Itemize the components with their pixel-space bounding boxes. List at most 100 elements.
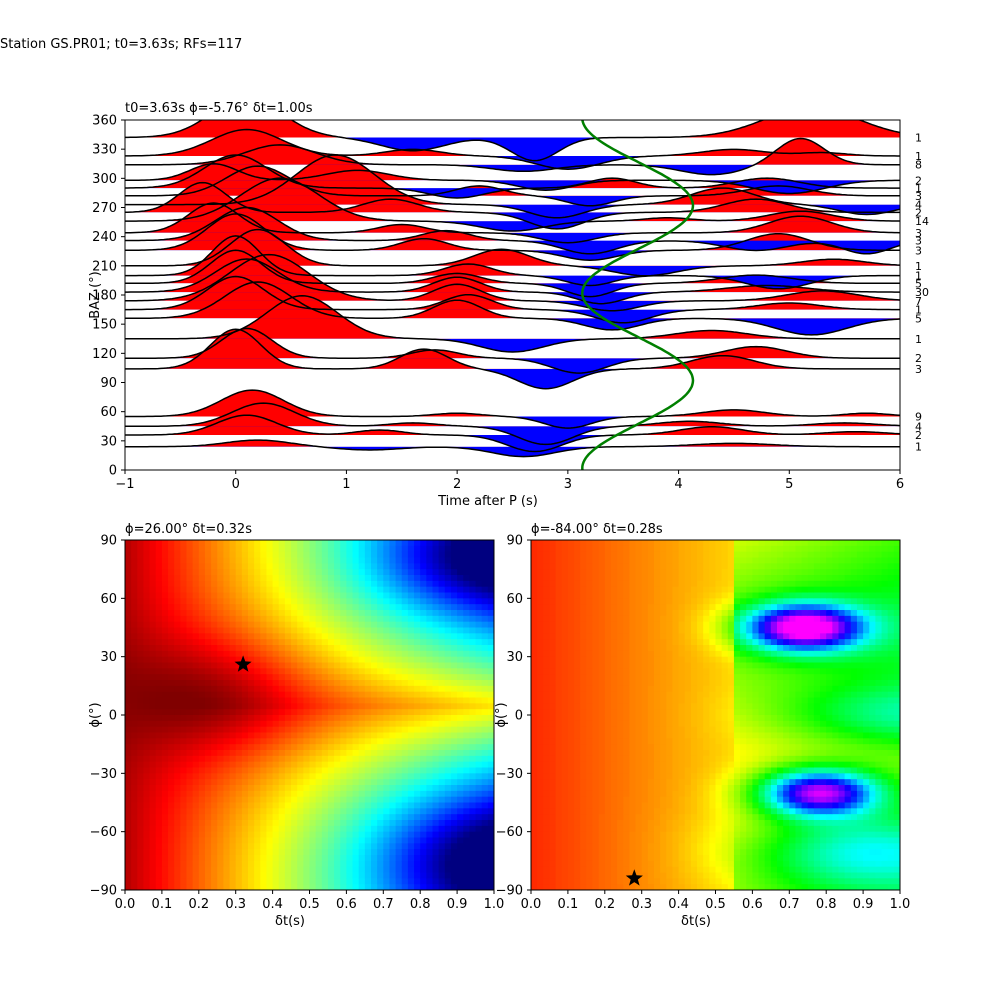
- heatmap-cell: [168, 691, 175, 699]
- heatmap-cell: [383, 755, 391, 763]
- heatmap-cell: [438, 650, 446, 658]
- heatmap-cell: [346, 633, 354, 640]
- heatmap-cell: [549, 750, 557, 757]
- heatmap-cell: [543, 761, 551, 769]
- heatmap-cell: [211, 761, 218, 769]
- heatmap-cell: [346, 785, 354, 792]
- heatmap-cell: [574, 691, 581, 699]
- heatmap-cell: [635, 656, 643, 664]
- heatmap-cell: [125, 586, 132, 594]
- heatmap-cell: [174, 738, 181, 745]
- heatmap-cell: [161, 586, 169, 594]
- heatmap-cell: [223, 615, 231, 623]
- heatmap-cell: [254, 790, 261, 798]
- heatmap-cell: [284, 761, 292, 769]
- heatmap-cell: [149, 575, 157, 582]
- heatmap-cell: [531, 656, 538, 664]
- heatmap-cell: [604, 656, 612, 664]
- heatmap-cell: [574, 575, 581, 582]
- heatmap-cell: [389, 820, 397, 827]
- heatmap-cell: [168, 615, 175, 623]
- heatmap-cell: [229, 860, 237, 868]
- heatmap-cell: [555, 545, 563, 553]
- heatmap-cell: [450, 855, 458, 862]
- heatmap-cell: [426, 703, 434, 710]
- heatmap-cell: [629, 796, 637, 804]
- heatmap-cell: [407, 796, 415, 804]
- heatmap-cell: [260, 738, 268, 745]
- heatmap-cell: [395, 726, 403, 734]
- heatmap-cell: [580, 755, 587, 763]
- heatmap-cell: [457, 744, 464, 751]
- heatmap-cell: [266, 837, 274, 844]
- heatmap-cell: [537, 750, 544, 757]
- trace-positive-fill: [183, 155, 803, 205]
- heatmap-cell: [137, 685, 145, 693]
- heatmap-cell: [555, 592, 563, 599]
- heatmap-cell: [383, 563, 391, 570]
- heatmap-cell: [407, 545, 415, 553]
- heatmap-cell: [266, 761, 274, 769]
- heatmap-cell: [168, 866, 175, 874]
- heatmap-cell: [174, 545, 181, 553]
- heatmap-cell: [487, 615, 494, 623]
- heatmap-cell: [235, 691, 243, 699]
- heatmap-cell: [432, 773, 440, 780]
- heatmap-cell: [278, 650, 286, 658]
- heatmap-cell: [168, 872, 175, 879]
- heatmap-cell: [229, 703, 237, 710]
- heatmap-cell: [549, 621, 557, 629]
- heatmap-cell: [549, 674, 557, 681]
- heatmap-cell: [635, 715, 643, 722]
- heatmap-cell: [137, 755, 145, 763]
- heatmap-cell: [248, 831, 255, 839]
- heatmap-cell: [254, 633, 261, 640]
- heatmap-cell: [204, 621, 212, 629]
- heatmap-cell: [340, 645, 347, 652]
- heatmap-cell: [383, 796, 391, 804]
- heatmap-cell: [377, 575, 384, 582]
- heatmap-cell: [629, 820, 637, 827]
- heatmap-cell: [137, 720, 145, 728]
- plot-title: t0=3.63s ϕ=-5.76° δt=1.00s: [125, 101, 313, 116]
- heatmap-cell: [217, 685, 224, 693]
- heatmap-cell: [598, 645, 606, 652]
- heatmap-cell: [420, 820, 427, 827]
- heatmap-cell: [432, 604, 440, 611]
- heatmap-cell: [426, 855, 434, 862]
- heatmap-cell: [364, 598, 372, 605]
- heatmap-cell: [444, 703, 452, 710]
- heatmap-cell: [481, 755, 489, 763]
- heatmap-cell: [481, 802, 489, 809]
- heatmap-cell: [346, 621, 354, 629]
- heatmap-cell: [567, 586, 575, 594]
- heatmap-cell: [340, 586, 347, 594]
- heatmap-cell: [309, 755, 317, 763]
- heatmap-cell: [537, 738, 544, 745]
- heatmap-cell: [586, 715, 594, 722]
- heatmap-cell: [334, 843, 341, 850]
- heatmap-cell: [555, 569, 563, 576]
- heatmap-cell: [125, 790, 132, 798]
- heatmap-cell: [358, 732, 366, 739]
- heatmap-cell: [617, 843, 624, 850]
- heatmap-cell: [248, 674, 255, 681]
- heatmap-cell: [395, 872, 403, 879]
- heatmap-cell: [420, 715, 427, 722]
- heatmap-cell: [654, 744, 661, 751]
- heatmap-cell: [168, 604, 175, 611]
- heatmap-cell: [444, 755, 452, 763]
- heatmap-cell: [580, 551, 587, 559]
- heatmap-cell: [315, 569, 323, 576]
- heatmap-cell: [266, 697, 274, 704]
- heatmap-cell: [617, 750, 624, 757]
- heatmap-cell: [567, 662, 575, 669]
- heatmap-cell: [580, 674, 587, 681]
- heatmap-cell: [217, 843, 224, 850]
- heatmap-cell: [155, 615, 163, 623]
- heatmap-cell: [371, 621, 378, 629]
- heatmap-cell: [629, 755, 637, 763]
- heatmap-cell: [623, 720, 630, 728]
- heatmap-cell: [629, 750, 637, 757]
- heatmap-cell: [364, 685, 372, 693]
